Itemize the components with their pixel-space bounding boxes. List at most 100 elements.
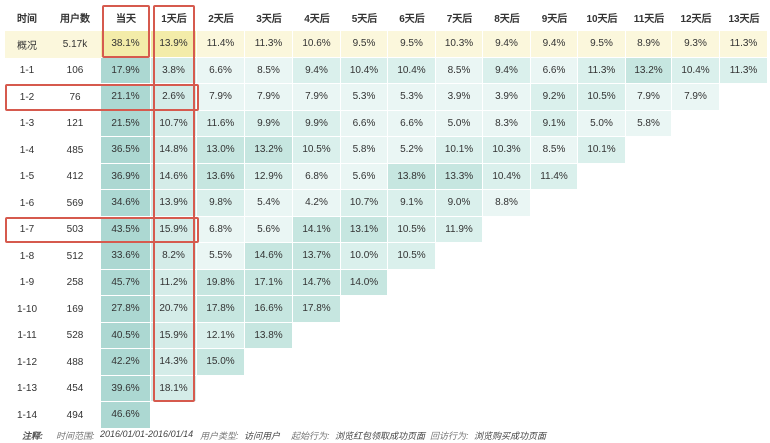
retention-cell: 36.9%: [101, 163, 151, 190]
retention-cell: 10.0%: [341, 243, 388, 270]
retention-cell: 13.8%: [388, 163, 436, 190]
retention-cell: 2.6%: [151, 84, 197, 111]
retention-cell: 5.3%: [388, 84, 436, 111]
column-header: 1天后: [161, 13, 187, 25]
retention-cell: 10.5%: [388, 243, 436, 270]
retention-cell: 8.5%: [531, 137, 578, 164]
retention-cell: 38.1%: [101, 31, 151, 58]
retention-cell: 7.9%: [672, 84, 720, 111]
row-user-count: 528: [66, 330, 84, 342]
summary-label: 概况: [5, 31, 49, 58]
retention-cell: 9.5%: [578, 31, 626, 58]
retention-cell: 5.8%: [626, 110, 672, 137]
retention-cell: 7.9%: [626, 84, 672, 111]
retention-cell: 43.5%: [101, 216, 151, 243]
retention-cell: 10.3%: [483, 137, 531, 164]
retention-cell: 10.5%: [293, 137, 341, 164]
retention-cell: 9.5%: [388, 31, 436, 58]
user-type-label: 用户类型:: [200, 431, 239, 441]
row-date: 1-14: [16, 409, 37, 421]
retention-cell: 10.4%: [388, 57, 436, 84]
retention-cell: 9.1%: [531, 110, 578, 137]
retention-cell: 6.6%: [341, 110, 388, 137]
column-header: 9天后: [541, 13, 568, 25]
retention-cell: 11.3%: [245, 31, 293, 58]
row-date: 1-7: [19, 224, 35, 236]
retention-cell: 9.4%: [483, 57, 531, 84]
retention-cell: 10.4%: [341, 57, 388, 84]
column-header: 5天后: [351, 13, 378, 25]
retention-cell: 39.6%: [101, 375, 151, 402]
retention-cell: 12.9%: [245, 163, 293, 190]
retention-cell: 5.4%: [245, 190, 293, 217]
start-action-value: 浏览红包领取成功页面: [335, 431, 426, 441]
row-date: 1-12: [16, 356, 37, 368]
retention-cell: 34.6%: [101, 190, 151, 217]
retention-cell: 14.6%: [151, 163, 197, 190]
row-user-count: 485: [66, 144, 84, 156]
row-user-count: 569: [66, 197, 84, 209]
row-date: 1-8: [19, 250, 35, 262]
row-date: 1-9: [19, 277, 35, 289]
range-value: 2016/01/01-2016/01/14: [100, 429, 194, 439]
column-header: 10天后: [586, 13, 618, 25]
row-user-count: 121: [66, 118, 84, 130]
retention-cell: 20.7%: [151, 296, 197, 323]
row-user-count: 76: [69, 91, 81, 103]
retention-cell: 10.1%: [436, 137, 483, 164]
note-label: 注释:: [22, 431, 43, 441]
column-header: 13天后: [728, 13, 760, 25]
start-action-label: 起始行为:: [291, 431, 330, 441]
retention-cell: 13.6%: [197, 163, 245, 190]
retention-cell: 14.6%: [245, 243, 293, 270]
retention-cell: 10.3%: [436, 31, 483, 58]
column-header: 12天后: [680, 13, 712, 25]
retention-cell: 5.5%: [197, 243, 245, 270]
retention-cell: 9.2%: [531, 84, 578, 111]
retention-cell: 8.8%: [483, 190, 531, 217]
retention-cell: 13.3%: [436, 163, 483, 190]
row-user-count: 503: [66, 224, 84, 236]
retention-cell: 6.8%: [197, 216, 245, 243]
range-label: 时间范围:: [56, 431, 95, 441]
retention-cell: 13.2%: [626, 57, 672, 84]
retention-cell: 5.0%: [578, 110, 626, 137]
retention-cell: 13.1%: [341, 216, 388, 243]
column-header: 3天后: [256, 13, 282, 25]
row-user-count: 5.17k: [49, 31, 101, 58]
retention-cell: 13.8%: [245, 322, 293, 349]
retention-cell: 21.5%: [101, 110, 151, 137]
retention-cell: 13.7%: [293, 243, 341, 270]
retention-cell: 19.8%: [197, 269, 245, 296]
row-date: 1-3: [19, 118, 35, 130]
row-date: 1-2: [19, 91, 35, 103]
column-header: 当天: [116, 13, 136, 25]
row-user-count: 454: [66, 383, 84, 395]
retention-cell: 10.6%: [293, 31, 341, 58]
row-date: 1-10: [16, 303, 37, 315]
retention-cell: 5.6%: [341, 163, 388, 190]
retention-cell: 21.1%: [101, 84, 151, 111]
retention-cell: 5.2%: [388, 137, 436, 164]
retention-cell: 10.7%: [151, 110, 197, 137]
column-header: 8天后: [494, 13, 520, 25]
row-date: 1-11: [17, 330, 37, 342]
retention-cell: 9.9%: [293, 110, 341, 137]
retention-cell: 11.3%: [720, 31, 768, 58]
retention-cell: 36.5%: [101, 137, 151, 164]
retention-cell: 9.5%: [341, 31, 388, 58]
retention-cell: 9.0%: [436, 190, 483, 217]
return-action-value: 浏览购买成功页面: [474, 431, 547, 441]
retention-cell: 6.6%: [388, 110, 436, 137]
retention-cell: 9.4%: [293, 57, 341, 84]
retention-cell: 15.9%: [151, 216, 197, 243]
retention-cell: 12.1%: [197, 322, 245, 349]
retention-cell: 9.1%: [388, 190, 436, 217]
retention-cell: 15.0%: [197, 349, 245, 376]
retention-cell: 33.6%: [101, 243, 151, 270]
retention-cell: 6.6%: [197, 57, 245, 84]
row-date: 1-1: [19, 65, 35, 77]
retention-cell: 10.4%: [483, 163, 531, 190]
column-header: 6天后: [399, 13, 425, 25]
retention-cell: 9.4%: [483, 31, 531, 58]
